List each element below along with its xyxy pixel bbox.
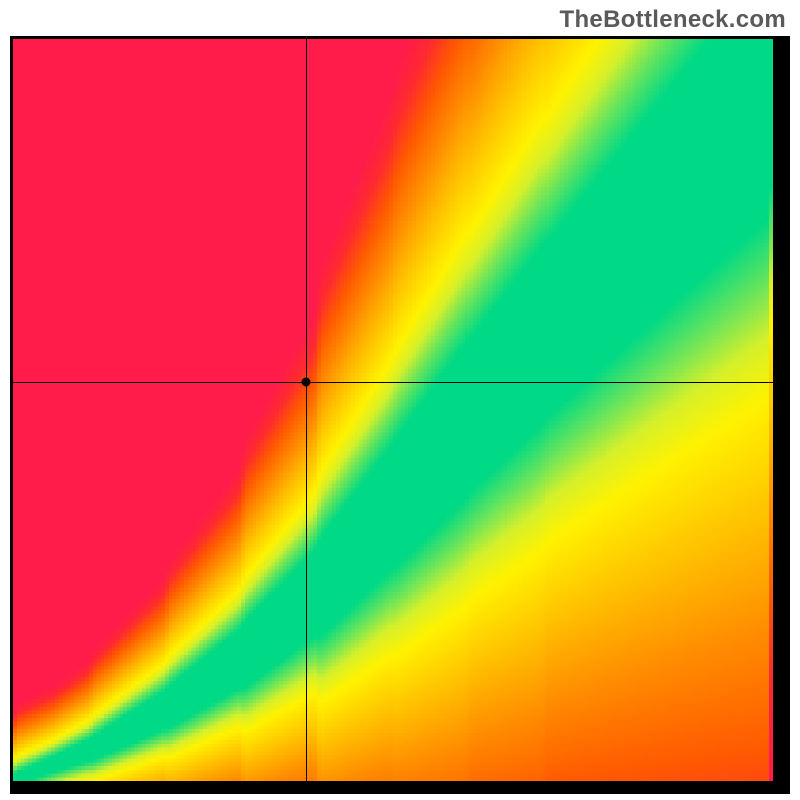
crosshair-vertical	[306, 39, 307, 781]
marker-dot	[301, 377, 310, 386]
chart-container: TheBottleneck.com	[0, 0, 800, 800]
watermark-text: TheBottleneck.com	[560, 6, 786, 34]
crosshair-horizontal	[13, 382, 773, 383]
heatmap-plot-area	[13, 39, 773, 781]
heatmap-canvas	[13, 39, 773, 781]
